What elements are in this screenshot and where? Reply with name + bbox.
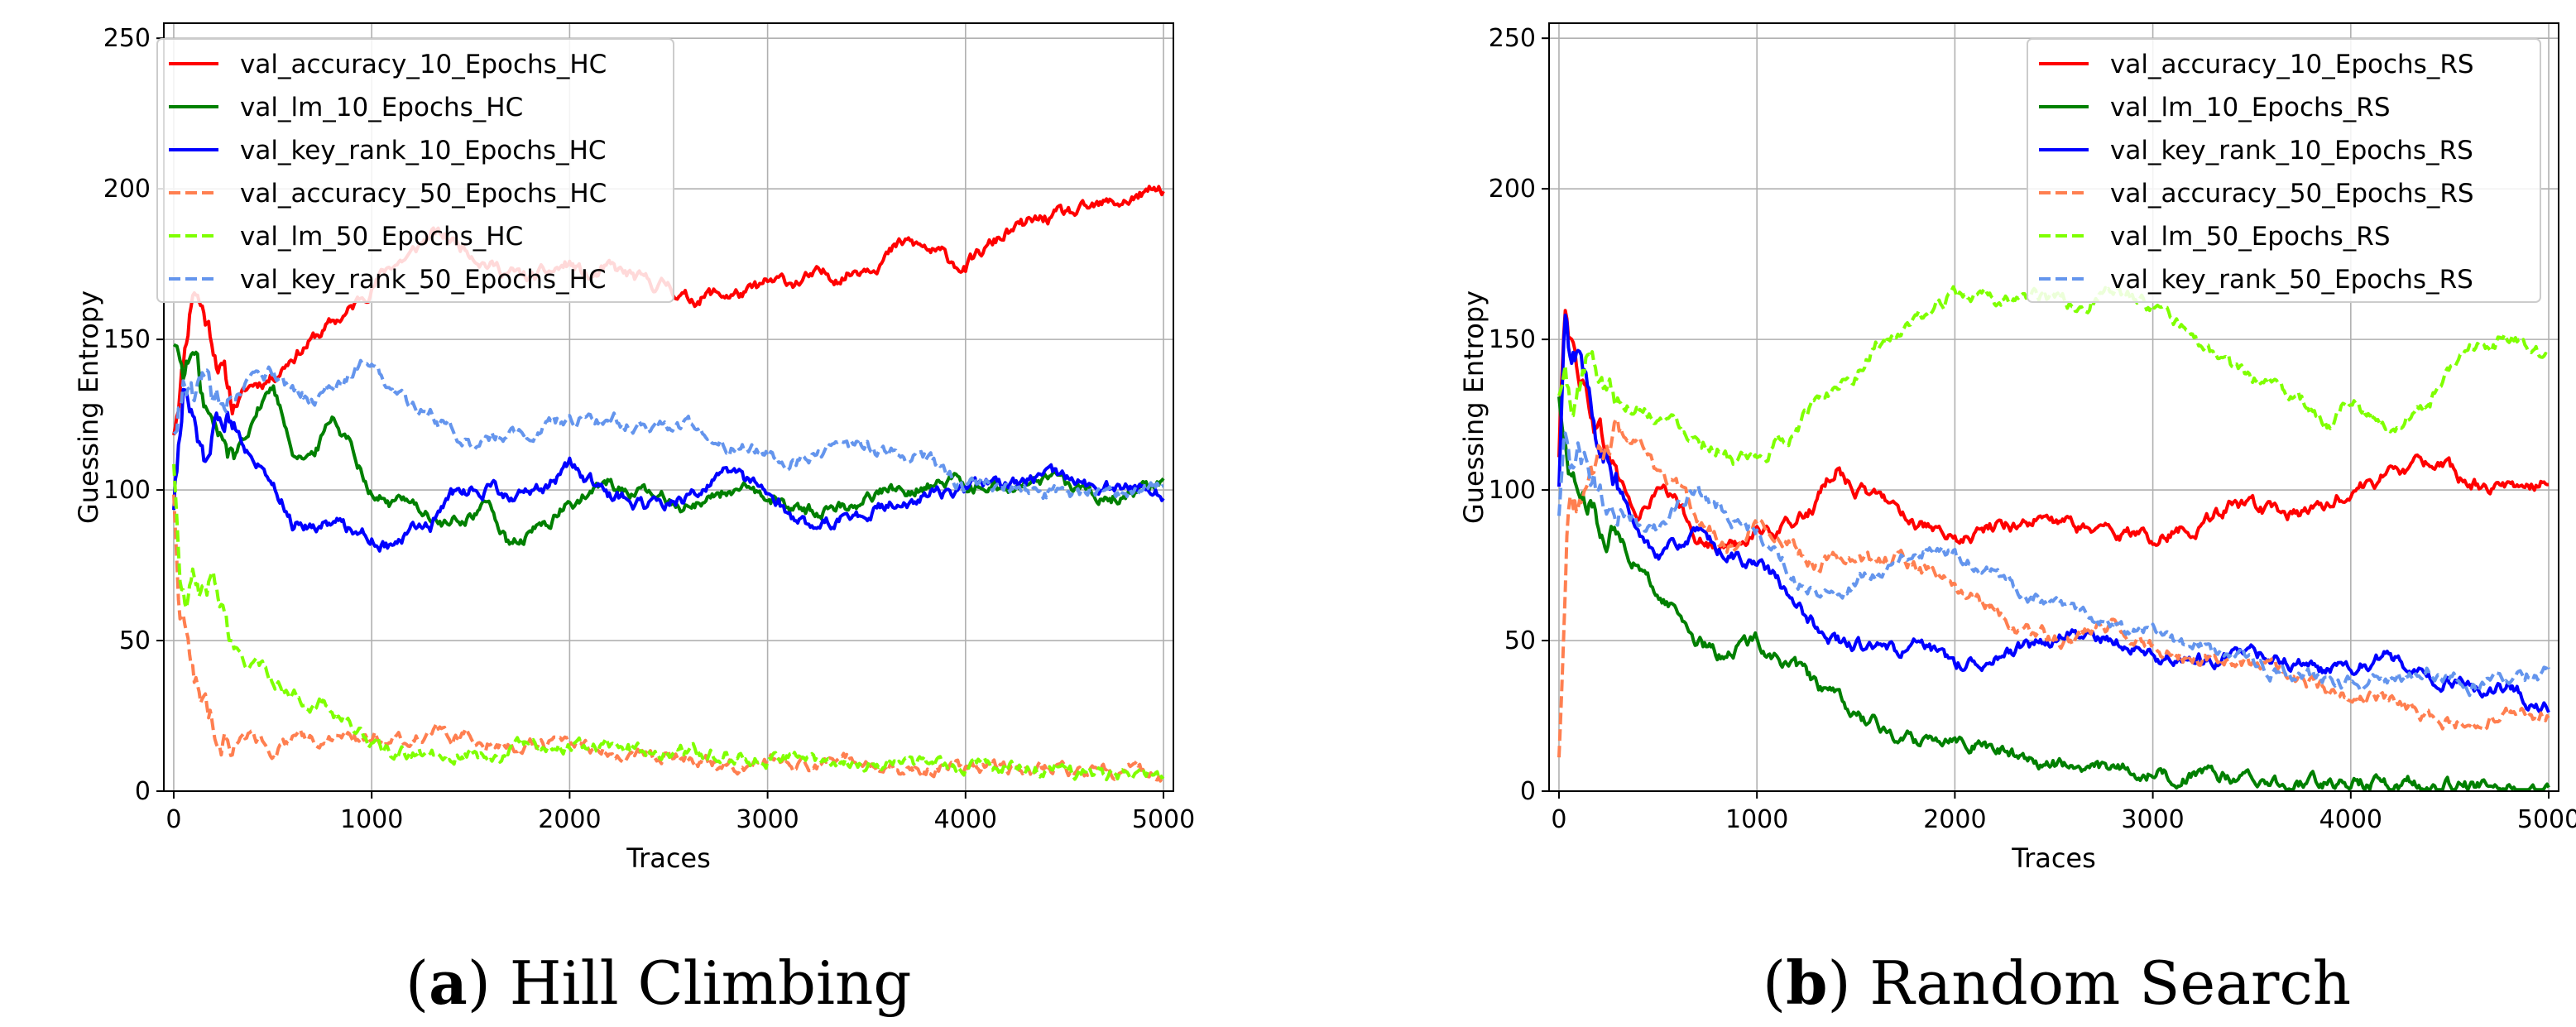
y-tick-label: 0 <box>135 777 151 806</box>
y-tick-label: 50 <box>119 626 151 655</box>
legend-label: val_key_rank_10_Epochs_RS <box>2110 136 2473 166</box>
caption-b-text: Random Search <box>1869 948 2352 1018</box>
series-line-val-lm-50-epochs-hc <box>172 463 1165 782</box>
y-tick-label: 50 <box>1504 626 1536 655</box>
legend-box <box>2027 38 2541 303</box>
x-tick-label: 5000 <box>2517 805 2576 834</box>
y-tick-label: 150 <box>1489 325 1536 354</box>
legend-label: val_lm_10_Epochs_HC <box>240 93 523 122</box>
series-line-val-lm-10-epochs-hc <box>172 343 1165 546</box>
caption-b-letter: b <box>1786 948 1828 1018</box>
y-tick-label: 100 <box>103 476 151 505</box>
series-line-val-key-rank-10-epochs-rs <box>1557 313 2550 713</box>
x-axis-label: Traces <box>626 842 711 874</box>
caption-a-letter: a <box>429 948 468 1018</box>
x-tick-label: 4000 <box>934 805 997 834</box>
y-tick-label: 200 <box>1489 175 1536 204</box>
legend: val_accuracy_10_Epochs_RS val_lm_10_Epoch… <box>2027 38 2541 303</box>
x-tick-label: 5000 <box>1132 805 1195 834</box>
legend-label: val_lm_10_Epochs_RS <box>2110 93 2391 122</box>
x-tick-label: 0 <box>165 805 181 834</box>
caption-a: (a) Hill Climbing <box>405 948 912 1018</box>
x-axis-label: Traces <box>2011 842 2096 874</box>
y-tick-label: 250 <box>1489 24 1536 53</box>
series-line-val-key-rank-10-epochs-hc <box>172 387 1165 553</box>
series-layer <box>1557 285 2550 792</box>
series-line-val-key-rank-50-epochs-hc <box>172 358 1164 501</box>
series-line-val-accuracy-10-epochs-rs <box>1557 309 2550 556</box>
axis-ticks: 0 1000 2000 3000 4000 5000 0 50 100 150 200 250 <box>103 24 1195 834</box>
chart-hill-climbing: 0 1000 2000 3000 4000 5000 0 50 100 150 200 250 Tra… <box>73 22 1195 874</box>
plot-frame <box>1548 22 2559 792</box>
x-tick-label: 1000 <box>1725 805 1788 834</box>
y-tick-label: 200 <box>103 175 151 204</box>
x-tick-label: 3000 <box>2121 805 2184 834</box>
series-line-val-accuracy-50-epochs-rs <box>1557 417 2550 758</box>
legend-label: val_accuracy_50_Epochs_HC <box>240 179 607 209</box>
chart-random-search: 0 1000 2000 3000 4000 5000 0 50 100 150 200 250 Tra… <box>1458 22 2576 874</box>
plot-frame <box>163 22 1174 792</box>
legend-label: val_key_rank_10_Epochs_HC <box>240 136 607 166</box>
x-tick-label: 3000 <box>736 805 799 834</box>
caption-a-text: Hill Climbing <box>509 948 912 1018</box>
series-line-val-accuracy-50-epochs-hc <box>172 494 1165 783</box>
series-line-val-key-rank-50-epochs-rs <box>1557 431 2550 698</box>
legend: val_accuracy_10_Epochs_HC val_lm_10_Epoch… <box>156 38 674 303</box>
legend-label: val_accuracy_10_Epochs_RS <box>2110 50 2474 79</box>
x-tick-label: 4000 <box>2319 805 2382 834</box>
legend-box <box>156 38 674 303</box>
caption-b: (b) Random Search <box>1763 948 2352 1018</box>
legend-label: val_accuracy_10_Epochs_HC <box>240 50 607 79</box>
series-line-val-lm-10-epochs-rs <box>1557 396 2550 792</box>
legend-label: val_key_rank_50_Epochs_RS <box>2110 265 2473 295</box>
legend-label: val_accuracy_50_Epochs_RS <box>2110 179 2474 209</box>
axis-ticks: 0 1000 2000 3000 4000 5000 0 50 100 150 200 250 <box>1489 24 2576 834</box>
x-tick-label: 2000 <box>538 805 601 834</box>
y-tick-label: 250 <box>103 24 151 53</box>
legend-label: val_lm_50_Epochs_HC <box>240 222 523 252</box>
y-tick-label: 100 <box>1489 476 1536 505</box>
x-tick-label: 2000 <box>1923 805 1986 834</box>
y-axis-label: Guessing Entropy <box>73 290 104 524</box>
x-tick-label: 0 <box>1551 805 1566 834</box>
y-axis-label: Guessing Entropy <box>1458 290 1489 524</box>
y-tick-label: 0 <box>1520 777 1536 806</box>
legend-label: val_lm_50_Epochs_RS <box>2110 222 2391 252</box>
series-line-val-lm-50-epochs-rs <box>1557 285 2550 466</box>
x-tick-label: 1000 <box>340 805 403 834</box>
legend-label: val_key_rank_50_Epochs_HC <box>240 265 607 295</box>
y-tick-label: 150 <box>103 325 151 354</box>
